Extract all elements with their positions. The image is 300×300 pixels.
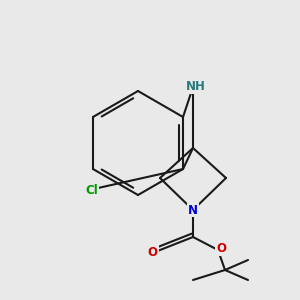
Text: N: N bbox=[188, 203, 198, 217]
Text: O: O bbox=[216, 242, 226, 255]
Text: O: O bbox=[148, 245, 158, 259]
Text: NH: NH bbox=[186, 80, 206, 94]
Text: Cl: Cl bbox=[85, 184, 98, 197]
